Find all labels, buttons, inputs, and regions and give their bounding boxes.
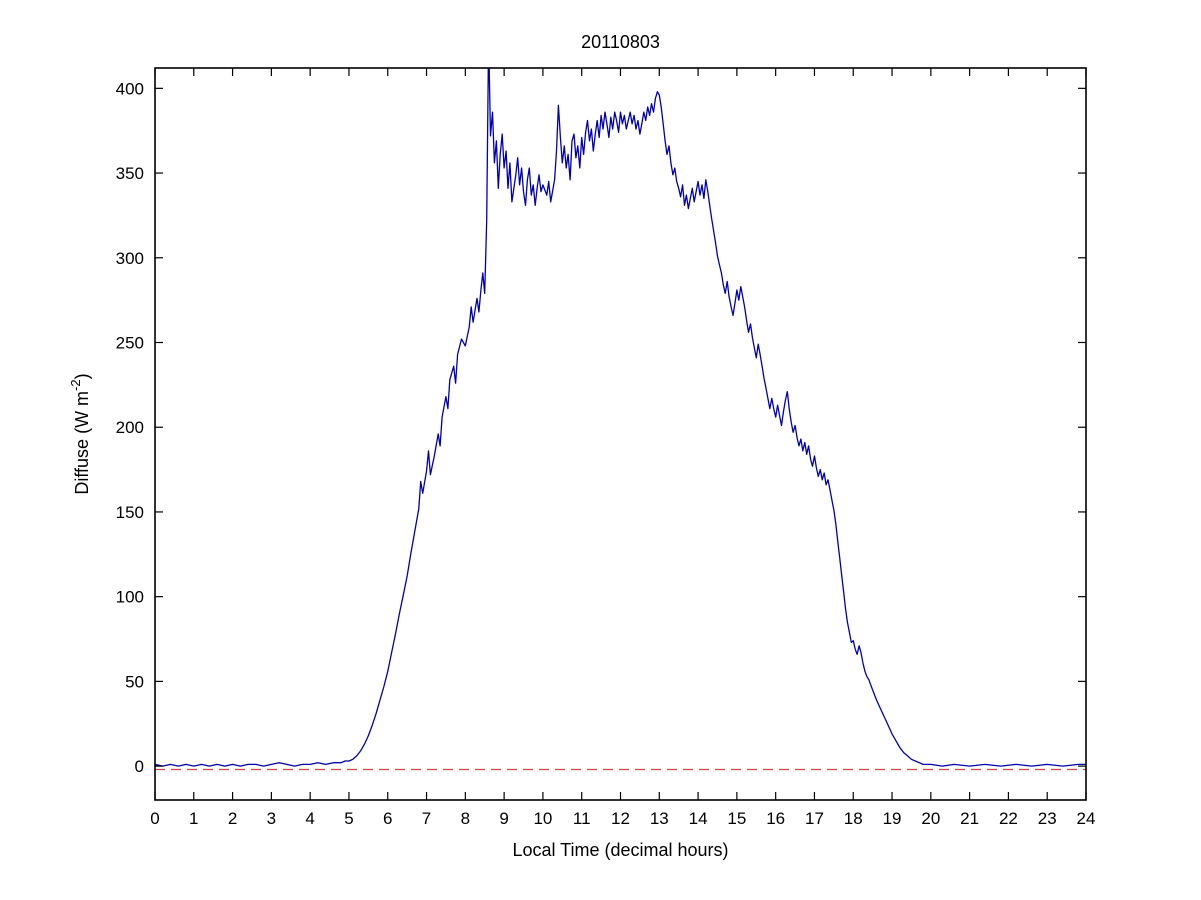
x-tick-label: 14	[689, 809, 708, 828]
y-tick-label: 150	[116, 503, 144, 522]
x-tick-label: 17	[805, 809, 824, 828]
y-tick-label: 300	[116, 249, 144, 268]
y-tick-label: 0	[135, 757, 144, 776]
x-tick-label: 24	[1077, 809, 1096, 828]
y-tick-label: 50	[125, 672, 144, 691]
x-tick-label: 8	[461, 809, 470, 828]
x-tick-label: 3	[267, 809, 276, 828]
x-tick-label: 23	[1038, 809, 1057, 828]
y-tick-label: 200	[116, 418, 144, 437]
y-tick-label: 100	[116, 588, 144, 607]
x-tick-label: 1	[189, 809, 198, 828]
x-tick-label: 0	[150, 809, 159, 828]
x-tick-label: 9	[499, 809, 508, 828]
x-tick-label: 18	[844, 809, 863, 828]
x-tick-label: 15	[727, 809, 746, 828]
x-tick-label: 2	[228, 809, 237, 828]
x-tick-label: 21	[960, 809, 979, 828]
x-tick-label: 13	[650, 809, 669, 828]
x-tick-label: 5	[344, 809, 353, 828]
x-tick-label: 20	[921, 809, 940, 828]
x-tick-label: 10	[533, 809, 552, 828]
y-tick-label: 400	[116, 79, 144, 98]
x-tick-label: 19	[883, 809, 902, 828]
diffuse-line	[155, 68, 1086, 767]
x-tick-label: 7	[422, 809, 431, 828]
y-tick-label: 350	[116, 164, 144, 183]
chart-title: 20110803	[581, 32, 660, 52]
x-tick-label: 22	[999, 809, 1018, 828]
y-tick-label: 250	[116, 334, 144, 353]
x-tick-label: 12	[611, 809, 630, 828]
x-tick-label: 11	[573, 809, 591, 828]
x-tick-label: 6	[383, 809, 392, 828]
y-axis-label: Diffuse (W m-2)	[68, 373, 92, 494]
x-tick-label: 4	[305, 809, 314, 828]
x-axis-label: Local Time (decimal hours)	[512, 840, 728, 860]
x-tick-label: 16	[766, 809, 785, 828]
